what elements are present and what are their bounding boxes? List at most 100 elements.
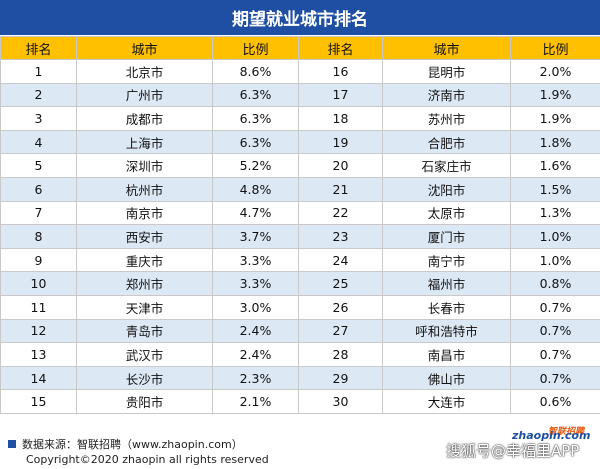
logo-cn-text: 智联招聘 xyxy=(548,427,585,437)
city-cell-right: 南昌市 xyxy=(382,342,511,367)
table-row: 13 武汉市 2.4% 28 南昌市 0.7% xyxy=(0,342,600,367)
city-cell-right: 佛山市 xyxy=(382,365,511,391)
city-cell-left: 西安市 xyxy=(76,224,213,249)
pct-cell-left: 2.1% xyxy=(212,389,299,414)
pct-cell-right: 0.8% xyxy=(510,271,600,296)
table-row: 4 上海市 6.3% 19 合肥市 1.8% xyxy=(0,129,600,155)
rank-cell-right: 27 xyxy=(298,318,383,344)
table-row: 10 郑州市 3.3% 25 福州市 0.8% xyxy=(0,271,600,296)
header-rank-left: 排名 xyxy=(0,36,77,60)
pct-cell-right: 2.0% xyxy=(510,59,600,84)
rank-cell-right: 24 xyxy=(298,247,383,273)
table-row: 12 青岛市 2.4% 27 呼和浩特市 0.7% xyxy=(0,318,600,344)
copyright-text: Copyright©2020 zhaopin all rights reserv… xyxy=(26,453,269,466)
city-cell-left: 成都市 xyxy=(76,106,213,131)
rank-cell-left: 8 xyxy=(0,224,77,249)
pct-cell-left: 8.6% xyxy=(212,59,299,84)
city-cell-left: 深圳市 xyxy=(76,153,213,178)
header-pct-left: 比例 xyxy=(212,36,299,60)
header-city-left: 城市 xyxy=(76,36,213,60)
pct-cell-left: 3.0% xyxy=(212,294,299,320)
logo-en-text: zhaopin.com xyxy=(512,429,591,442)
city-cell-left: 天津市 xyxy=(76,294,213,320)
rank-cell-left: 4 xyxy=(0,129,77,155)
city-cell-left: 重庆市 xyxy=(76,247,213,273)
city-cell-right: 呼和浩特市 xyxy=(382,318,511,344)
city-cell-left: 上海市 xyxy=(76,129,213,155)
zhaopin-logo: 智联招聘 zhaopin.com xyxy=(512,424,594,444)
city-cell-right: 太原市 xyxy=(382,200,511,226)
city-cell-left: 南京市 xyxy=(76,200,213,226)
rank-cell-left: 12 xyxy=(0,318,77,344)
city-cell-left: 广州市 xyxy=(76,82,213,108)
city-cell-right: 石家庄市 xyxy=(382,153,511,178)
pct-cell-left: 6.3% xyxy=(212,106,299,131)
rank-cell-left: 14 xyxy=(0,365,77,391)
table-row: 15 贵阳市 2.1% 30 大连市 0.6% xyxy=(0,389,600,414)
city-cell-right: 福州市 xyxy=(382,271,511,296)
city-cell-right: 南宁市 xyxy=(382,247,511,273)
pct-cell-left: 3.3% xyxy=(212,271,299,296)
rank-cell-left: 13 xyxy=(0,342,77,367)
pct-cell-right: 1.9% xyxy=(510,82,600,108)
rank-cell-right: 23 xyxy=(298,224,383,249)
pct-cell-left: 4.8% xyxy=(212,176,299,202)
rank-cell-left: 1 xyxy=(0,59,77,84)
pct-cell-right: 1.8% xyxy=(510,129,600,155)
table-row: 6 杭州市 4.8% 21 沈阳市 1.5% xyxy=(0,176,600,202)
city-cell-right: 苏州市 xyxy=(382,106,511,131)
city-cell-right: 长春市 xyxy=(382,294,511,320)
rank-cell-right: 16 xyxy=(298,59,383,84)
rank-cell-left: 3 xyxy=(0,106,77,131)
city-cell-left: 贵阳市 xyxy=(76,389,213,414)
rank-cell-right: 26 xyxy=(298,294,383,320)
table-row: 14 长沙市 2.3% 29 佛山市 0.7% xyxy=(0,365,600,391)
table-row: 8 西安市 3.7% 23 厦门市 1.0% xyxy=(0,224,600,249)
city-cell-right: 厦门市 xyxy=(382,224,511,249)
data-source-text: 数据来源：智联招聘（www.zhaopin.com） xyxy=(22,438,243,451)
city-cell-left: 青岛市 xyxy=(76,318,213,344)
table-row: 5 深圳市 5.2% 20 石家庄市 1.6% xyxy=(0,153,600,178)
city-cell-right: 合肥市 xyxy=(382,129,511,155)
header-city-right: 城市 xyxy=(382,36,511,60)
table-header-row: 排名 城市 比例 排名 城市 比例 xyxy=(0,36,600,60)
city-cell-right: 昆明市 xyxy=(382,59,511,84)
pct-cell-left: 2.4% xyxy=(212,318,299,344)
rank-cell-right: 17 xyxy=(298,82,383,108)
pct-cell-right: 0.6% xyxy=(510,389,600,414)
rank-cell-right: 19 xyxy=(298,129,383,155)
rank-cell-right: 30 xyxy=(298,389,383,414)
rank-cell-right: 20 xyxy=(298,153,383,178)
pct-cell-left: 5.2% xyxy=(212,153,299,178)
city-cell-right: 大连市 xyxy=(382,389,511,414)
data-source: 数据来源：智联招聘（www.zhaopin.com） xyxy=(8,436,243,452)
ranking-table: 排名 城市 比例 排名 城市 比例 1 北京市 8.6% 16 昆明市 2.0% 2 广州市 6… xyxy=(0,36,600,414)
table-row: 9 重庆市 3.3% 24 南宁市 1.0% xyxy=(0,247,600,273)
pct-cell-left: 6.3% xyxy=(212,82,299,108)
rank-cell-right: 21 xyxy=(298,176,383,202)
rank-cell-left: 10 xyxy=(0,271,77,296)
city-cell-right: 沈阳市 xyxy=(382,176,511,202)
pct-cell-left: 3.3% xyxy=(212,247,299,273)
chart-title: 期望就业城市排名 xyxy=(0,0,600,35)
pct-cell-right: 0.7% xyxy=(510,294,600,320)
table-row: 2 广州市 6.3% 17 济南市 1.9% xyxy=(0,82,600,108)
pct-cell-right: 1.5% xyxy=(510,176,600,202)
rank-cell-left: 15 xyxy=(0,389,77,414)
header-rank-right: 排名 xyxy=(298,36,383,60)
city-cell-left: 杭州市 xyxy=(76,176,213,202)
city-cell-left: 武汉市 xyxy=(76,342,213,367)
rank-cell-left: 6 xyxy=(0,176,77,202)
pct-cell-right: 1.0% xyxy=(510,247,600,273)
rank-cell-right: 22 xyxy=(298,200,383,226)
watermark-text: 搜狐号@幸福里APP xyxy=(446,442,580,460)
pct-cell-right: 0.7% xyxy=(510,342,600,367)
city-cell-left: 长沙市 xyxy=(76,365,213,391)
table-row: 11 天津市 3.0% 26 长春市 0.7% xyxy=(0,294,600,320)
rank-cell-right: 18 xyxy=(298,106,383,131)
rank-cell-left: 7 xyxy=(0,200,77,226)
pct-cell-left: 6.3% xyxy=(212,129,299,155)
pct-cell-right: 0.7% xyxy=(510,318,600,344)
pct-cell-right: 1.9% xyxy=(510,106,600,131)
table-row: 7 南京市 4.7% 22 太原市 1.3% xyxy=(0,200,600,226)
